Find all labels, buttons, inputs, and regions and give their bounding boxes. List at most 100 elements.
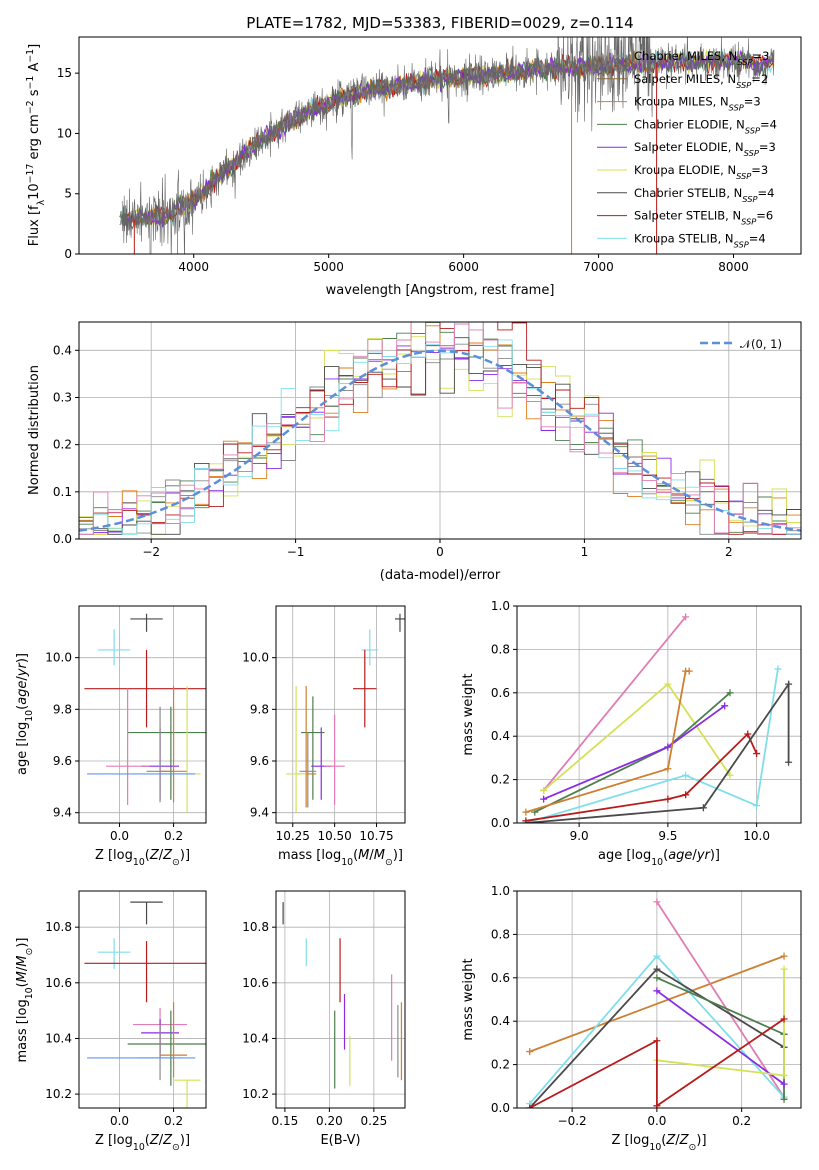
errorbar-point [84,941,206,1003]
tick-label-y: 9.6 [250,754,269,768]
tick-label-y: 10.2 [45,1087,72,1101]
legend-entry: Chabrier ELODIE, NSSP=4 [634,117,777,135]
tick-label-y: 10.0 [45,651,72,665]
plot-area-mass_vs_ebv [282,902,403,1089]
tick-label-y: 0.4 [491,729,510,743]
weight-series [526,952,788,1056]
weight-marker [653,952,661,960]
tick-label-x: 0.2 [164,829,183,843]
weight-line [656,969,785,1077]
weight-marker [526,1104,534,1108]
tick-label-x: 10.75 [359,829,393,843]
weight-marker [664,743,672,751]
x-axis-label: Z [log10(Z/Z⊙)] [95,1133,190,1153]
tick-label-x: −0.2 [558,1114,587,1128]
weight-series [522,680,793,823]
tick-label-y: 10.8 [242,920,269,934]
figure-title: PLATE=1782, MJD=53383, FIBERID=0029, z=0… [246,14,633,32]
tick-label-x: 4000 [178,260,209,274]
plot-area-weight_vs_age [522,613,793,823]
weight-marker [780,965,788,973]
ticks-spectrum: 4000 5000 6000 7000 8000 0 5 10 15 [57,66,749,274]
residual-histogram [79,322,801,539]
errorbar-point [311,727,332,800]
weight-line [542,616,687,792]
tick-label-y: 1.0 [491,884,510,898]
tick-label-y: 9.4 [53,806,72,820]
tick-label-y: 0.0 [491,816,510,830]
tick-label-x: 2 [725,545,733,559]
tick-label-x: 0.0 [110,829,129,843]
weight-marker [653,965,661,973]
tick-label-y: 0.2 [491,1058,510,1072]
errorbar-point [160,1002,188,1078]
ticks-age_vs_mass: 10.25 10.50 10.75 9.4 9.6 9.8 10.0 [242,651,393,843]
weight-marker [780,1015,788,1023]
y-axis-label: Normed distribution [27,365,42,495]
tick-label-x: 0.0 [110,1114,129,1128]
weight-line [656,901,785,1098]
tick-label-y: 9.8 [53,702,72,716]
observed-spectrum-line [121,37,775,254]
tick-label-x: 10.0 [743,829,770,843]
errorbar-point [97,938,131,969]
tick-label-y: 10.4 [45,1031,72,1045]
weight-marker [780,952,788,960]
panel-residuals: −2 −1 0 1 2 0.0 0.1 0.2 0.3 0.4 𝒩(0, 1) (data-model… [27,321,802,583]
weight-marker [522,819,530,823]
tick-label-x: 9.0 [570,829,589,843]
weight-marker [774,665,782,673]
tick-label-x: 0.2 [732,1114,751,1128]
weight-marker [785,680,793,688]
ticks-age_vs_z: 0.0 0.2 9.4 9.6 9.8 10.0 [45,651,183,843]
axes-frame [78,321,802,540]
plot-area-age_vs_z [84,613,206,813]
tick-label-x: −1 [287,545,305,559]
weight-series [653,987,788,1088]
weight-marker [780,1071,788,1079]
errorbar-point [324,714,345,805]
tick-label-x: 10.50 [317,829,351,843]
errorbar-point [173,686,201,813]
errorbar-point [130,613,163,632]
weight-marker [699,804,707,812]
errorbar-point [173,1079,201,1108]
tick-label-y: 10.6 [242,976,269,990]
weight-marker [664,795,672,803]
tick-label-x: 5000 [313,260,344,274]
legend-entry: Kroupa ELODIE, NSSP=3 [634,163,768,181]
weight-marker [653,1102,661,1108]
panel-mass_vs_z: 0.0 0.2 10.2 10.4 10.6 10.8 Z [log10(Z/Z⊙)] mas… [15,890,207,1153]
panel-mass_vs_ebv: 0.15 0.20 0.25 10.2 10.4 10.6 10.8 E(B-V) [242,890,406,1148]
weight-line [525,681,790,823]
legend-entry: Salpeter STELIB, NSSP=6 [634,209,773,227]
weight-marker [653,987,661,995]
tick-label-y: 0.8 [491,927,510,941]
tick-label-y: 10.8 [45,920,72,934]
tick-label-y: 0.4 [53,343,72,357]
tick-label-x: 0 [436,545,444,559]
errorbar-point [286,686,307,813]
tick-label-x: 10.25 [276,829,310,843]
tick-label-y: 0.4 [491,1014,510,1028]
tick-label-x: 0.0 [647,1114,666,1128]
tick-label-x: 6000 [448,260,479,274]
weight-marker [653,1037,661,1045]
weight-marker [753,750,761,758]
weight-marker [664,680,672,688]
axes-frame [516,890,802,1109]
weight-line [529,955,785,1053]
ticks-residuals: −2 −1 0 1 2 0.0 0.1 0.2 0.3 0.4 [53,343,733,559]
weight-marker [540,795,548,803]
weight-series [526,1015,788,1108]
legend-entry: Salpeter MILES, NSSP=2 [634,72,768,90]
tick-label-y: 0 [64,247,72,261]
panel-age_vs_z: 0.0 0.2 9.4 9.6 9.8 10.0 Z [log10(Z/Z⊙)] age [l… [15,605,207,868]
legend-entry: 𝒩(0, 1) [740,337,782,351]
tick-label-x: 0.25 [361,1114,388,1128]
y-axis-label: mass weight [461,673,476,755]
x-axis-label: (data-model)/error [380,568,501,583]
axes-frame [78,605,207,824]
weight-series [540,702,729,803]
